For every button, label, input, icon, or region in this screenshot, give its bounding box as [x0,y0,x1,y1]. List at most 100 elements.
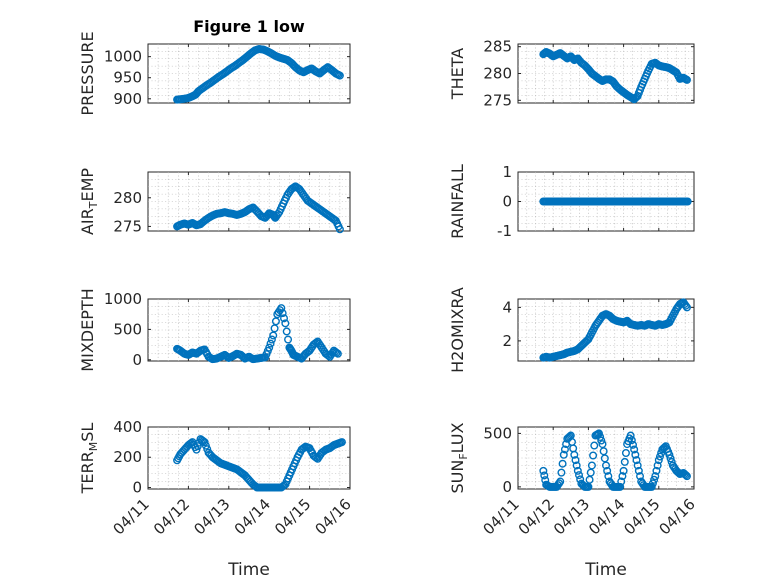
y-axis-label: SUNFLUX [448,422,470,493]
data-point [558,459,567,468]
data-point [594,429,603,438]
subplot-mixdepth: 0 500 1000 MIXDEPTH [78,288,351,372]
data-point [666,454,675,463]
y-axis-label: MIXDEPTH [78,288,97,371]
subplot-air_temp: 275 280 AIRTEMP [78,168,351,235]
series-markers [173,182,344,234]
y-tick-label: -1 [497,222,512,240]
data-point [590,441,599,450]
data-point [630,445,639,454]
data-point [651,472,660,481]
data-point [267,335,276,344]
data-point [680,470,689,479]
data-point [200,438,209,447]
series-markers [539,48,691,104]
data-point [633,461,642,470]
data-point [620,457,629,466]
data-point [587,461,596,470]
y-tick-label: 280 [483,65,512,83]
y-axis-label: PRESSURE [78,31,97,115]
data-point [282,327,291,336]
data-point [192,445,201,454]
data-point [557,468,566,477]
data-point [559,450,568,459]
chart-title: Figure 1 low [193,17,305,36]
data-point [265,343,274,352]
data-point [584,482,593,491]
data-point [284,335,293,344]
data-point [556,477,565,486]
data-point [560,445,569,454]
data-point [627,436,636,445]
data-point [621,449,630,458]
data-point [575,471,584,480]
data-point [586,468,595,477]
data-point [618,472,627,481]
data-point [600,454,609,463]
y-tick-label: 0 [502,478,512,496]
data-point [604,472,613,481]
data-point [193,442,202,451]
x-axis-label: Time [227,560,270,580]
data-point [337,438,346,447]
data-point [201,441,210,450]
data-point [626,431,635,440]
series-markers [539,197,692,206]
data-point [652,466,661,475]
data-point [540,471,549,480]
data-point [682,472,691,481]
y-tick-label: 1000 [104,290,142,308]
data-point [628,440,637,449]
data-point [682,303,691,312]
y-tick-label: 275 [483,91,512,109]
y-axis-label: RAINFALL [448,164,467,239]
series-markers [173,304,342,364]
data-point [665,450,674,459]
y-tick-label: 0 [502,193,512,211]
data-point [266,339,275,348]
data-point [277,304,286,313]
data-point [332,348,341,357]
y-tick-label: 500 [113,320,142,338]
data-point [335,71,344,80]
subplot-h2omixra: 2 4 H2OMIXRA [448,287,695,373]
data-point [585,475,594,484]
data-point [602,461,611,470]
data-point [333,349,342,358]
series-markers [539,298,691,362]
data-point [281,319,290,328]
data-point [539,466,548,475]
y-axis-label: H2OMIXRA [448,287,467,373]
data-point [599,447,608,456]
subplot-theta: 275 280 285 THETA [448,38,695,109]
data-point [632,93,641,102]
y-tick-label: 400 [113,418,142,436]
data-point [636,472,645,481]
data-point [654,456,663,465]
series-markers [539,429,691,491]
data-point [270,324,279,333]
data-point [650,475,659,484]
y-axis-label: AIRTEMP [78,168,100,235]
y-tick-label: 4 [502,298,512,316]
y-tick-label: 285 [483,38,512,56]
data-point [597,436,606,445]
y-tick-label: 280 [113,189,142,207]
data-point [617,477,626,486]
series-markers [173,435,346,492]
y-axis-label: THETA [448,48,467,100]
data-point [596,432,605,441]
data-point [271,317,280,326]
data-point [683,197,692,206]
data-point [571,456,580,465]
data-point [632,456,641,465]
y-tick-label: 0 [132,478,142,496]
data-point [335,225,344,234]
y-tick-label: 0 [132,351,142,369]
y-tick-label: 1000 [104,48,142,66]
data-point [269,331,278,340]
y-tick-label: 900 [113,90,142,108]
x-axis-label: Time [584,560,627,580]
data-point [572,461,581,470]
